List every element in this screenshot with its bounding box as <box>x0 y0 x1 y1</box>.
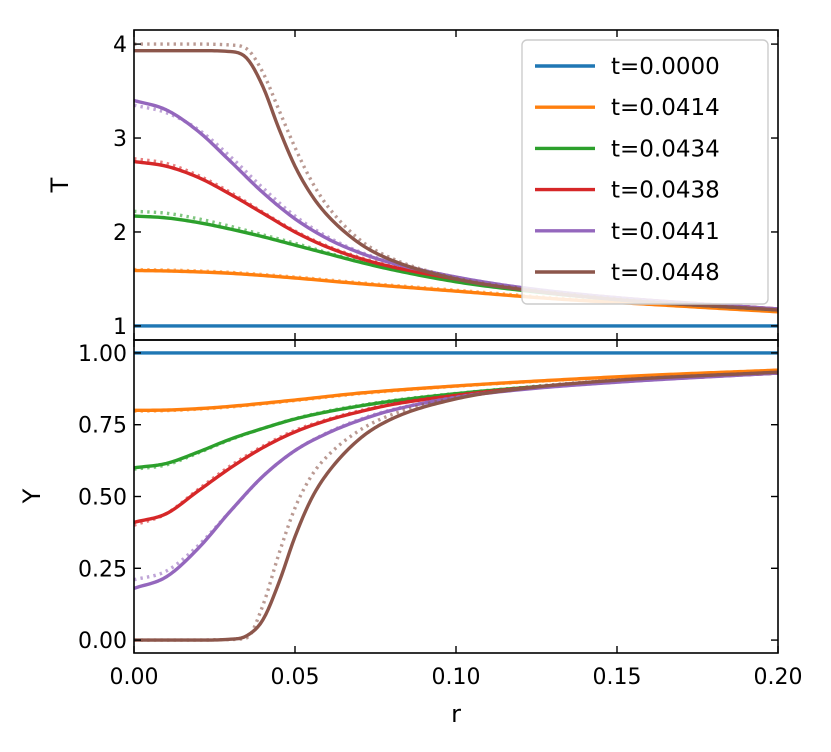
xtick-label: 0.20 <box>754 665 803 690</box>
top-ytick-label: 3 <box>113 127 127 152</box>
xtick-label: 0.00 <box>110 665 159 690</box>
legend-label-t-0-0434: t=0.0434 <box>611 136 720 162</box>
axis-labels: T Yr <box>18 177 461 728</box>
bottom-ytick-label: 0.25 <box>78 557 127 582</box>
bottom-series-t-0-0448 <box>134 370 778 642</box>
legend-label-t-0-0000: t=0.0000 <box>611 54 720 80</box>
bottom-ytick-label: 1.00 <box>78 342 127 367</box>
bottom-xlabel: r <box>451 700 461 728</box>
axes-ticks: 1 2 3 4 0.00 0.25 0.50 0.75 1.00 0.00 0.05 0.10 0.15… <box>78 30 802 690</box>
bottom-ytick-label: 0.50 <box>78 486 127 511</box>
bottom-ylabel: Y <box>18 488 46 504</box>
bottom-series-t-0-0448-dotted <box>134 370 778 642</box>
top-ylabel: T <box>46 177 74 193</box>
legend-label-t-0-0414: t=0.0414 <box>611 95 720 121</box>
top-ytick-label: 2 <box>113 221 127 246</box>
legend-label-t-0-0438: t=0.0438 <box>611 178 720 204</box>
legend: t=0.0000 t=0.0414 t=0.0434 t=0.0438 t=0.0441… <box>521 39 769 305</box>
bottom-series-t-0-0438 <box>134 371 778 524</box>
top-series-t-0-0414 <box>134 268 778 314</box>
xtick-label: 0.05 <box>271 665 320 690</box>
bottom-series-t-0-0414 <box>134 368 778 413</box>
xtick-label: 0.15 <box>593 665 642 690</box>
bottom-ytick-label: 0.75 <box>78 414 127 439</box>
legend-label-t-0-0448: t=0.0448 <box>611 260 720 286</box>
bottom-panel-lines <box>134 351 778 642</box>
top-ytick-label: 4 <box>113 33 127 58</box>
bottom-series-t-0-0441-dotted <box>134 371 778 582</box>
top-ytick-label: 1 <box>113 315 127 340</box>
xtick-label: 0.10 <box>432 665 481 690</box>
bottom-ytick-label: 0.00 <box>78 629 127 654</box>
legend-label-t-0-0441: t=0.0441 <box>611 219 720 245</box>
